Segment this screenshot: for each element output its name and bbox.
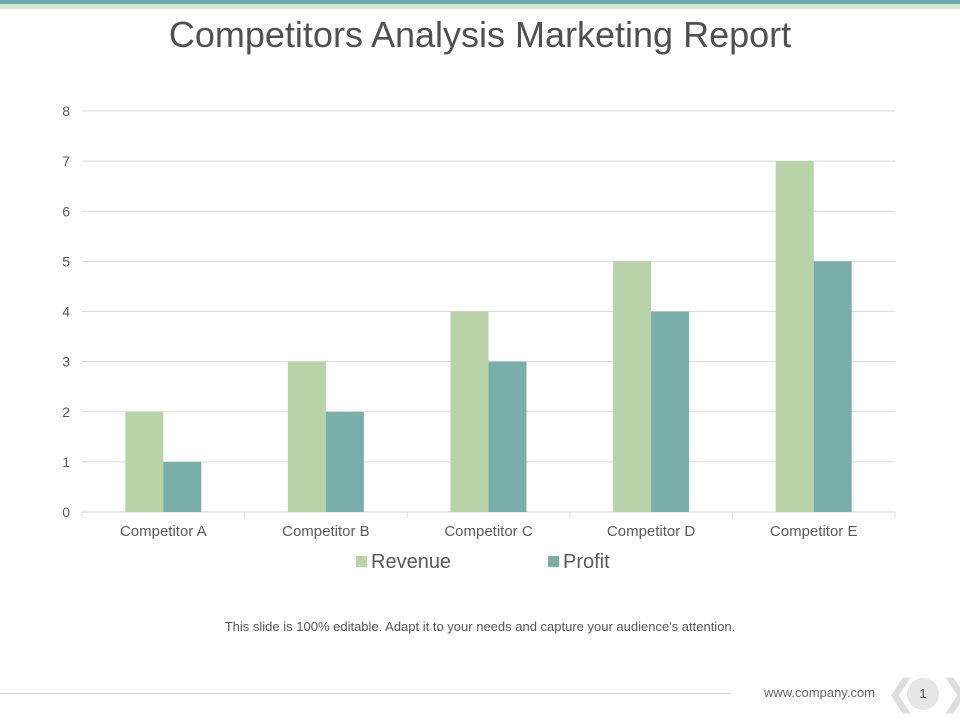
page-navigator: ❮ 1 ❯ <box>880 676 960 712</box>
x-tick-label: Competitor E <box>770 523 858 540</box>
y-tick-label: 1 <box>62 454 70 470</box>
slide-caption: This slide is 100% editable. Adapt it to… <box>224 619 736 634</box>
x-tick-label: Competitor A <box>120 523 207 540</box>
legend-label-revenue: Revenue <box>371 551 451 573</box>
y-tick-label: 2 <box>62 404 70 420</box>
bar-revenue-2 <box>287 361 326 512</box>
bar-profit-3 <box>488 361 527 512</box>
y-tick-label: 6 <box>62 203 70 219</box>
x-axis-ticks: Competitor A Competitor B Competitor C Comp… <box>81 512 896 540</box>
y-tick-label: 4 <box>62 304 70 320</box>
y-tick-label: 0 <box>62 504 70 520</box>
page-number-badge: 1 <box>907 678 939 710</box>
bar-profit-5 <box>813 261 852 512</box>
bars <box>125 161 852 512</box>
bar-revenue-1 <box>125 411 164 512</box>
bar-revenue-4 <box>613 261 652 512</box>
header-accent-bar <box>0 0 960 4</box>
chevron-right-icon[interactable]: ❯ <box>940 676 960 712</box>
legend-label-profit: Profit <box>563 551 610 573</box>
legend: Revenue Profit <box>356 551 610 573</box>
footer-divider <box>0 693 730 694</box>
y-tick-label: 7 <box>62 153 70 169</box>
bar-profit-4 <box>651 311 690 512</box>
gridlines <box>82 110 895 513</box>
bar-profit-2 <box>325 411 364 512</box>
y-tick-label: 3 <box>62 354 70 370</box>
footer-url: www.company.com <box>763 685 875 700</box>
y-tick-label: 8 <box>62 103 70 119</box>
y-axis-ticks: 0 1 2 3 4 5 6 7 8 <box>62 103 70 520</box>
bar-revenue-3 <box>450 311 489 512</box>
slide-title: Competitors Analysis Marketing Report <box>168 14 792 55</box>
header-accent-bar-light <box>0 4 960 9</box>
x-tick-label: Competitor C <box>444 523 533 540</box>
legend-swatch-revenue <box>356 556 367 567</box>
x-tick-label: Competitor B <box>282 523 370 540</box>
y-tick-label: 5 <box>62 253 70 269</box>
bar-profit-1 <box>163 461 202 512</box>
legend-swatch-profit <box>548 556 559 567</box>
bar-revenue-5 <box>775 161 814 512</box>
x-tick-label: Competitor D <box>607 523 696 540</box>
